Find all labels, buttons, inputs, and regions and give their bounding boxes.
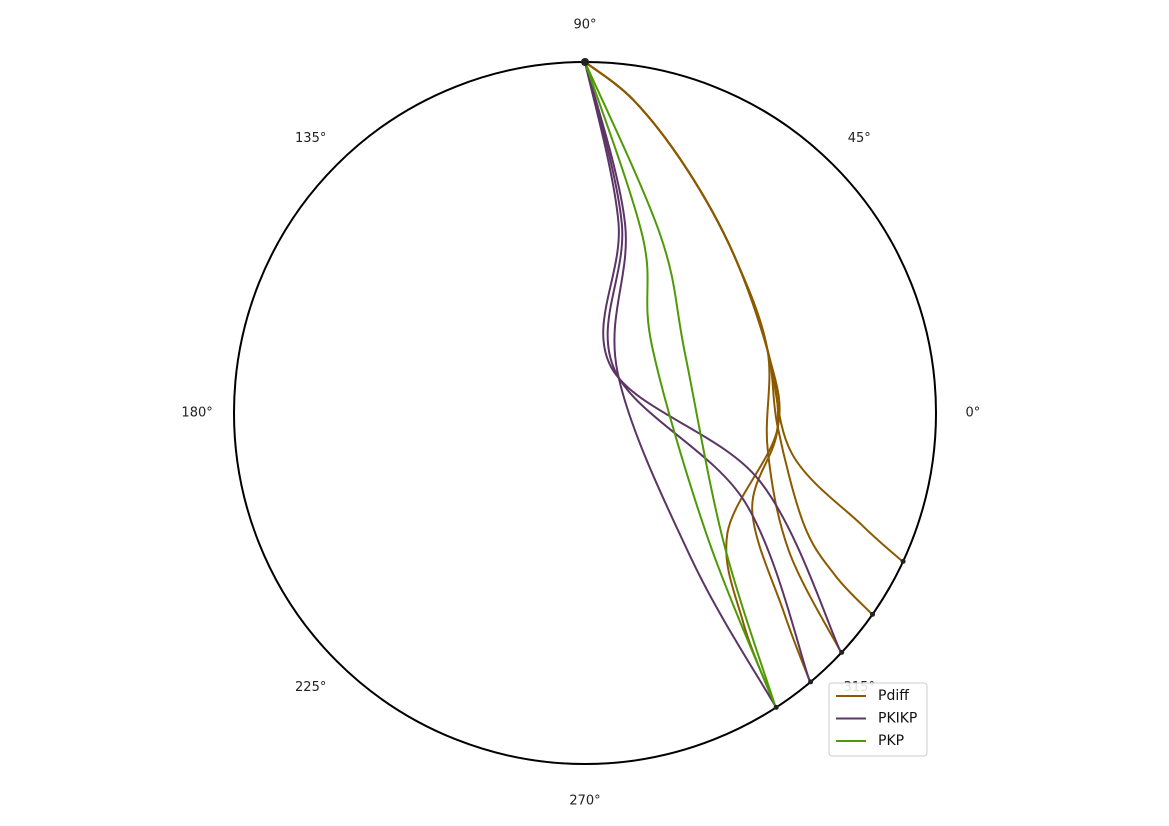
ray-path-pkikp [584,61,777,707]
legend-label-pdiff: Pdiff [878,688,909,704]
station-marker [870,611,876,617]
station-marker [900,558,906,564]
theta-tick-label: 225° [295,680,326,695]
ray-path-pkikp [584,61,842,652]
legend-box [828,682,928,757]
ray-path-pdiff [584,61,811,681]
theta-tick-label: 0° [966,406,981,421]
theta-tick-labels: 0°45°90°135°180°225°270°315° [181,18,980,809]
ray-path-pdiff [584,61,842,652]
theta-tick-label: 135° [295,131,326,146]
theta-tick-label: 270° [569,793,600,808]
theta-tick-label: 45° [848,131,871,146]
theta-tick-label: 90° [573,18,596,33]
theta-tick-label: 180° [181,406,212,421]
source-marker [581,58,589,66]
legend: Pdiff PKIKP PKP [828,682,928,757]
ray-path-pkp [584,61,777,707]
markers [581,58,906,710]
legend-label-pkikp: PKIKP [878,711,917,727]
station-marker [773,704,779,710]
polar-axis-circle [233,61,937,765]
ray-path-pdiff [584,61,781,707]
station-marker [839,649,845,655]
legend-label-pkp: PKP [878,733,904,749]
ray-paths [584,61,903,707]
ray-path-pkikp [584,61,811,681]
station-marker [808,679,814,685]
ray-path-pkp [584,61,777,707]
